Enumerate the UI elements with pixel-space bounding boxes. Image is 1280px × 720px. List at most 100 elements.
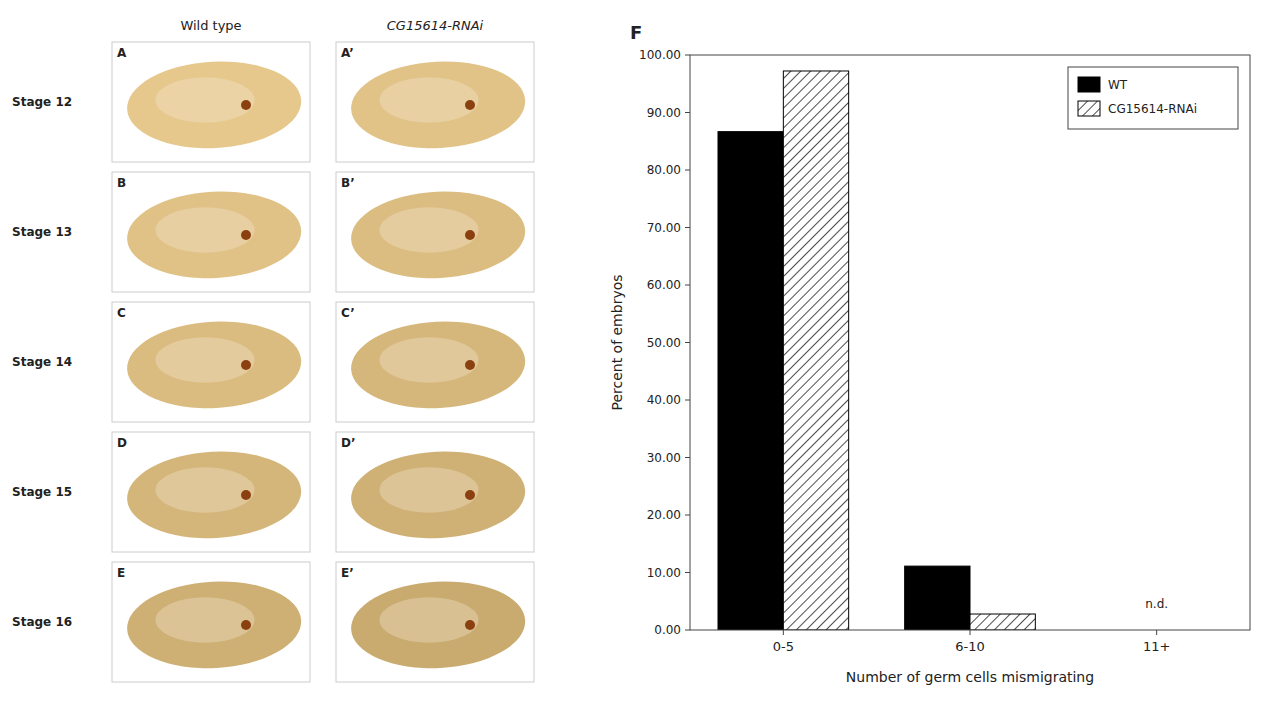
y-tick-label: 0.00 [654, 623, 681, 637]
y-tick-label: 50.00 [647, 336, 681, 350]
y-tick-label: 20.00 [647, 508, 681, 522]
bar-background [970, 614, 1035, 630]
y-tick [685, 112, 690, 113]
embryo [349, 317, 528, 412]
x-tick [783, 630, 784, 635]
image-grid: Wild type CG15614-RNAi Stage 12 A A’ Stage 13… [12, 18, 534, 682]
y-axis-label: Percent of embryos [609, 274, 625, 410]
embryo-highlight [156, 77, 255, 123]
stain-spot [465, 360, 475, 370]
panel-label: A [117, 46, 127, 60]
legend-entry: WT [1108, 78, 1128, 92]
embryo [125, 317, 304, 412]
x-tick [970, 630, 971, 635]
embryo [125, 447, 304, 542]
bar [783, 71, 848, 630]
bar-chart: 0.0010.0020.0030.0040.0050.0060.0070.008… [609, 22, 1250, 685]
legend-swatch-background [1078, 101, 1100, 116]
row-label: Stage 12 [12, 95, 72, 109]
y-tick [685, 342, 690, 343]
panel-label: B [117, 176, 126, 190]
embryo [125, 57, 304, 152]
embryo [349, 57, 528, 152]
y-tick-label: 80.00 [647, 163, 681, 177]
panel-label: D’ [341, 436, 356, 450]
legend-swatch [1078, 101, 1100, 116]
image-box [336, 172, 534, 292]
stain-spot [465, 230, 475, 240]
row-label: Stage 16 [12, 615, 72, 629]
panel-label: A’ [341, 46, 354, 60]
y-tick [685, 227, 690, 228]
embryo-highlight [380, 597, 479, 643]
y-tick [685, 400, 690, 401]
x-axis-label: Number of germ cells mismigrating [846, 669, 1094, 685]
embryo [349, 187, 528, 282]
stain-spot [465, 490, 475, 500]
embryo-highlight [156, 207, 255, 253]
y-tick-label: 60.00 [647, 278, 681, 292]
row-label: Stage 13 [12, 225, 72, 239]
y-tick-label: 90.00 [647, 106, 681, 120]
legend: WT CG15614-RNAi [1068, 67, 1238, 129]
chart-title: F [630, 22, 642, 43]
panel-label: E [117, 566, 125, 580]
y-tick-label: 100.00 [639, 48, 681, 62]
panel-label: B’ [341, 176, 355, 190]
stain-spot [465, 620, 475, 630]
embryo-highlight [156, 337, 255, 383]
stain-spot [241, 100, 251, 110]
embryo-highlight [156, 467, 255, 513]
y-tick [685, 515, 690, 516]
panel-label: C [117, 306, 126, 320]
image-box [336, 42, 534, 162]
embryo [125, 187, 304, 282]
embryo [125, 577, 304, 672]
embryo-highlight [380, 77, 479, 123]
panel-label: E’ [341, 566, 354, 580]
embryo-highlight [156, 597, 255, 643]
column-header: Wild type [180, 18, 241, 33]
stain-spot [465, 100, 475, 110]
panel-label: C’ [341, 306, 355, 320]
image-box [112, 562, 310, 682]
bar [905, 566, 970, 630]
embryo-highlight [380, 207, 479, 253]
plot-frame [690, 55, 1250, 630]
bars [718, 71, 1035, 630]
y-tick [685, 457, 690, 458]
x-tick-label: 6-10 [955, 639, 985, 654]
y-tick [685, 55, 690, 56]
embryo-highlight [380, 337, 479, 383]
panel-label: D [117, 436, 127, 450]
row-label: Stage 14 [12, 355, 72, 369]
bar [718, 132, 783, 630]
y-tick-label: 70.00 [647, 221, 681, 235]
annotation: n.d. [1145, 597, 1168, 611]
canvas: 0.0010.0020.0030.0040.0050.0060.0070.008… [0, 0, 1280, 720]
y-tick [685, 170, 690, 171]
bar [970, 614, 1035, 630]
image-box [336, 562, 534, 682]
y-tick [685, 285, 690, 286]
x-tick [1156, 630, 1157, 635]
embryo [349, 577, 528, 672]
image-box [112, 42, 310, 162]
image-box [112, 172, 310, 292]
y-tick [685, 630, 690, 631]
y-tick-label: 30.00 [647, 451, 681, 465]
stain-spot [241, 620, 251, 630]
y-tick-label: 10.00 [647, 566, 681, 580]
row-label: Stage 15 [12, 485, 72, 499]
image-box [112, 432, 310, 552]
legend-entry: CG15614-RNAi [1108, 102, 1197, 116]
stain-spot [241, 360, 251, 370]
column-header: CG15614-RNAi [387, 18, 484, 33]
x-tick-label: 11+ [1143, 639, 1170, 654]
image-box [336, 432, 534, 552]
image-box [336, 302, 534, 422]
embryo [349, 447, 528, 542]
legend-frame [1068, 67, 1238, 129]
figure: 0.0010.0020.0030.0040.0050.0060.0070.008… [0, 0, 1280, 720]
stain-spot [241, 490, 251, 500]
